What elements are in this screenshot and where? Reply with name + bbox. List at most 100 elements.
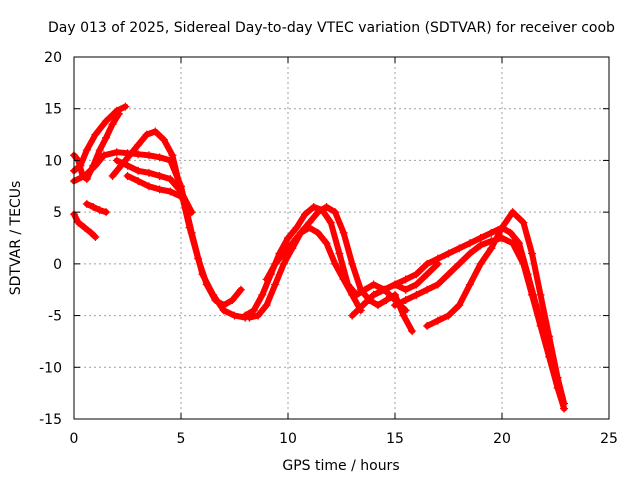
data-point bbox=[326, 218, 335, 227]
data-point bbox=[455, 244, 464, 253]
data-point bbox=[187, 208, 196, 217]
data-point bbox=[112, 148, 121, 157]
data-point bbox=[91, 130, 100, 139]
data-point bbox=[82, 146, 91, 155]
data-point bbox=[560, 399, 569, 408]
data-point bbox=[134, 166, 143, 175]
x-tick-label: 10 bbox=[279, 431, 297, 447]
data-point bbox=[508, 208, 517, 217]
data-point bbox=[144, 168, 153, 177]
y-tick-label: 20 bbox=[44, 50, 62, 66]
data-point bbox=[455, 301, 464, 310]
data-point bbox=[228, 296, 237, 305]
data-point bbox=[487, 228, 496, 237]
data-point bbox=[322, 239, 331, 248]
data-point bbox=[254, 311, 263, 320]
data-point bbox=[91, 161, 100, 170]
data-point bbox=[108, 171, 117, 180]
data-point bbox=[271, 280, 280, 289]
data-point bbox=[194, 254, 203, 263]
data-point bbox=[358, 301, 367, 310]
data-point bbox=[262, 275, 271, 284]
data-point bbox=[401, 285, 410, 294]
data-point bbox=[166, 175, 175, 184]
x-tick-label: 5 bbox=[177, 431, 186, 447]
data-point bbox=[123, 161, 132, 170]
series-track-11 bbox=[262, 223, 365, 315]
data-point bbox=[348, 290, 357, 299]
data-point bbox=[236, 285, 245, 294]
data-point bbox=[423, 285, 432, 294]
series-line bbox=[263, 224, 364, 314]
data-point bbox=[527, 290, 536, 299]
data-point bbox=[168, 151, 177, 160]
data-point bbox=[87, 228, 96, 237]
data-point bbox=[476, 241, 485, 250]
y-tick-label: -10 bbox=[39, 360, 62, 376]
data-point bbox=[373, 301, 382, 310]
data-point bbox=[498, 223, 506, 232]
data-point bbox=[444, 270, 453, 279]
data-point bbox=[142, 130, 151, 139]
data-point bbox=[423, 270, 432, 279]
data-point bbox=[335, 249, 344, 258]
data-point bbox=[82, 199, 91, 208]
data-point bbox=[125, 151, 134, 160]
data-point bbox=[391, 290, 399, 299]
data-point bbox=[185, 223, 194, 232]
data-point bbox=[527, 249, 536, 258]
data-point bbox=[412, 270, 421, 279]
series-line bbox=[392, 235, 568, 412]
data-point bbox=[89, 202, 98, 211]
data-point bbox=[301, 210, 310, 219]
data-point bbox=[121, 102, 130, 111]
data-point bbox=[219, 301, 228, 310]
series-track-6 bbox=[123, 171, 196, 217]
data-point bbox=[230, 311, 239, 320]
data-point bbox=[444, 311, 453, 320]
data-point bbox=[380, 285, 389, 294]
data-point bbox=[339, 228, 348, 237]
y-tick-label: -15 bbox=[39, 412, 62, 428]
data-point bbox=[288, 239, 297, 248]
data-point bbox=[99, 151, 108, 160]
data-point bbox=[313, 228, 322, 237]
data-point bbox=[80, 171, 89, 180]
series-track-8 bbox=[82, 199, 111, 217]
data-point bbox=[279, 249, 288, 258]
data-point bbox=[348, 259, 357, 268]
x-tick-label: 15 bbox=[386, 431, 404, 447]
x-tick-label: 20 bbox=[493, 431, 511, 447]
data-point bbox=[134, 177, 143, 186]
data-point bbox=[102, 208, 111, 217]
data-point bbox=[519, 259, 528, 268]
data-point bbox=[95, 206, 104, 215]
y-tick-label: 5 bbox=[53, 205, 62, 221]
data-point bbox=[80, 223, 89, 232]
data-point bbox=[177, 192, 185, 201]
y-tick-label: -5 bbox=[48, 309, 62, 325]
data-point bbox=[296, 228, 305, 237]
plot-frame bbox=[73, 56, 610, 420]
data-point bbox=[271, 259, 280, 268]
data-point bbox=[423, 259, 432, 268]
data-point bbox=[382, 296, 391, 305]
series-track-7 bbox=[70, 210, 100, 241]
data-point bbox=[155, 185, 164, 194]
data-point bbox=[412, 290, 421, 299]
data-point bbox=[322, 202, 331, 211]
data-point bbox=[95, 146, 104, 155]
data-point bbox=[309, 202, 318, 211]
data-point bbox=[465, 280, 474, 289]
series-line bbox=[109, 128, 244, 309]
data-point bbox=[202, 280, 211, 289]
data-point bbox=[166, 187, 175, 196]
data-point bbox=[339, 275, 348, 284]
data-point bbox=[91, 232, 100, 241]
data-point bbox=[249, 306, 258, 315]
data-point bbox=[476, 234, 485, 242]
series-track-15 bbox=[348, 259, 442, 320]
data-point bbox=[476, 259, 485, 268]
data-point bbox=[519, 218, 528, 227]
data-point bbox=[155, 171, 164, 180]
